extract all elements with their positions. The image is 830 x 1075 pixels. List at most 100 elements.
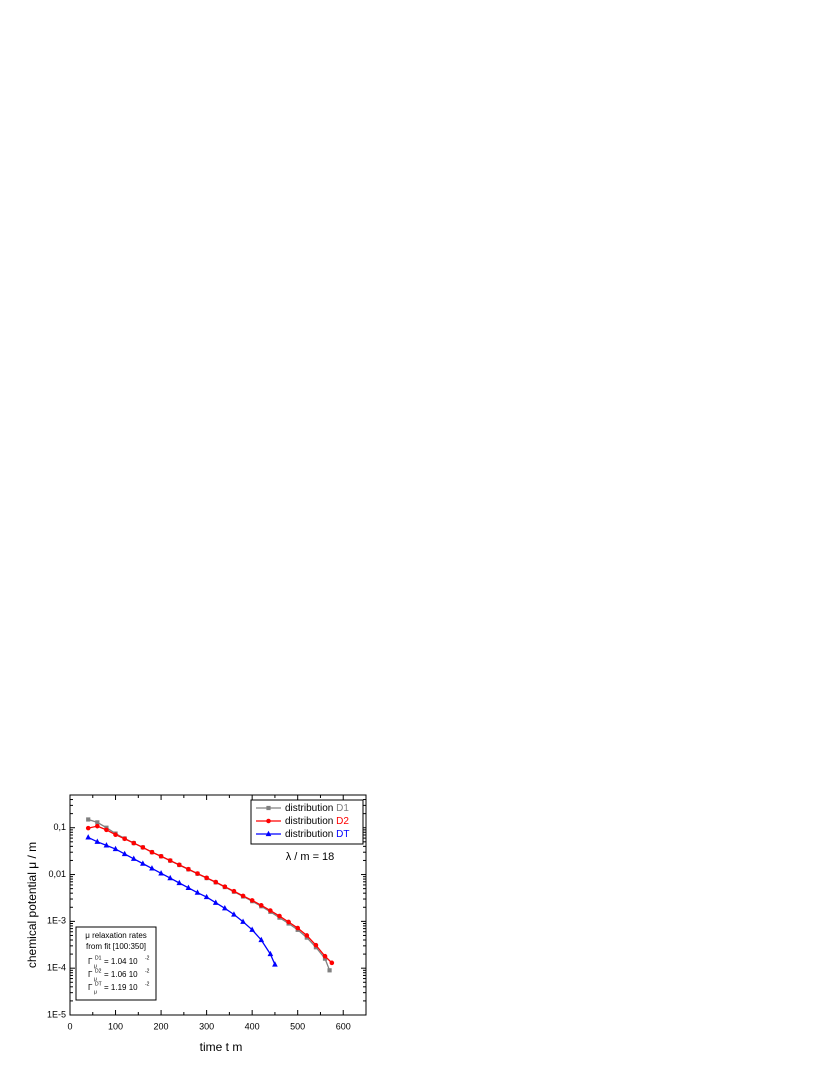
plot-frame — [69, 794, 367, 1016]
marker — [85, 825, 91, 831]
fit-rate: Γμ D2 = 1.06 10 -2 — [88, 968, 150, 982]
marker — [131, 840, 137, 846]
x-tick-label: 200 — [154, 1021, 169, 1031]
marker — [103, 842, 110, 848]
rate-sub: μ — [94, 976, 97, 982]
rate-exp: -2 — [145, 955, 150, 961]
fit-box-line: from fit [100:350] — [86, 942, 146, 951]
fit-box-line: μ relaxation rates — [85, 931, 147, 940]
marker — [327, 968, 332, 973]
marker — [322, 953, 328, 959]
marker — [86, 817, 91, 822]
marker — [149, 865, 155, 871]
marker — [203, 893, 210, 900]
x-axis-label: time t m — [200, 1040, 243, 1054]
x-tick-label: 300 — [199, 1021, 214, 1031]
rate-symbol: Γ — [88, 983, 93, 992]
marker — [231, 911, 237, 917]
y-tick-label: 1E-5 — [47, 1009, 66, 1019]
marker — [122, 836, 127, 842]
x-tick-label: 500 — [290, 1021, 305, 1031]
x-tick-label: 400 — [245, 1021, 260, 1031]
marker — [130, 855, 137, 861]
marker — [140, 845, 146, 850]
x-tick-label: 0 — [67, 1021, 72, 1031]
marker — [286, 919, 291, 925]
annotation: λ / m = 18 — [286, 851, 335, 863]
rate-symbol: Γ — [88, 957, 93, 966]
marker — [266, 818, 271, 824]
marker — [95, 823, 100, 829]
y-tick-label: 0,01 — [48, 869, 66, 879]
marker — [204, 875, 209, 881]
rate-exp: -2 — [145, 968, 150, 974]
marker — [113, 832, 118, 837]
marker — [94, 838, 101, 844]
rate-symbol: Γ — [88, 970, 93, 979]
marker — [140, 860, 146, 866]
marker — [158, 870, 164, 876]
rate-text: = 1.06 10 — [104, 970, 138, 979]
rate-text: = 1.04 10 — [104, 957, 138, 966]
rate-sub: μ — [94, 989, 97, 995]
marker — [304, 933, 310, 938]
marker — [249, 898, 255, 903]
marker — [212, 899, 219, 905]
legend-label: distribution D1 — [285, 803, 349, 814]
marker — [186, 866, 191, 872]
marker — [222, 905, 228, 911]
marker — [158, 853, 164, 859]
marker — [222, 884, 228, 889]
marker — [149, 849, 155, 855]
y-tick-label: 0,1 — [53, 822, 66, 832]
series-line — [88, 825, 333, 964]
y-axis-label: chemical potential μ / m — [25, 842, 39, 968]
fit-rate: Γμ D1 = 1.04 10 -2 — [88, 955, 150, 969]
marker — [267, 950, 274, 957]
rate-sub: μ — [94, 963, 97, 969]
marker — [112, 845, 119, 852]
legend-series-name: DT — [336, 829, 349, 840]
legend-label: distribution D2 — [285, 816, 349, 827]
marker — [329, 960, 335, 966]
legend-prefix: distribution — [285, 829, 333, 840]
marker — [95, 820, 100, 825]
rate-exp: -2 — [145, 981, 150, 987]
legend-label: distribution DT — [285, 829, 349, 840]
marker — [258, 903, 264, 908]
y-tick-label: 1E-4 — [47, 963, 66, 973]
marker — [213, 879, 219, 885]
fit-rate: Γμ DT = 1.19 10 -2 — [88, 981, 150, 995]
legend-series-name: D1 — [336, 803, 349, 814]
marker — [167, 874, 174, 881]
marker — [240, 893, 246, 899]
marker — [240, 918, 246, 924]
fit-box — [75, 926, 157, 1001]
marker — [85, 834, 92, 840]
marker — [313, 942, 319, 948]
rate-sup: D2 — [95, 968, 102, 974]
marker — [295, 925, 300, 931]
rate-text: = 1.19 10 — [104, 983, 138, 992]
marker — [265, 830, 272, 837]
marker — [167, 858, 173, 863]
marker — [277, 913, 282, 919]
marker — [176, 879, 183, 886]
legend-prefix: distribution — [285, 816, 333, 827]
y-tick-label: 1E-3 — [47, 916, 66, 926]
rate-sup: D1 — [95, 955, 102, 961]
marker — [272, 961, 278, 967]
marker — [266, 805, 271, 811]
marker — [121, 850, 128, 857]
legend-prefix: distribution — [285, 803, 333, 814]
x-tick-label: 600 — [336, 1021, 351, 1031]
rate-sup: DT — [95, 981, 102, 987]
marker — [195, 871, 200, 876]
marker — [104, 827, 109, 833]
marker — [258, 936, 265, 943]
marker — [194, 889, 201, 895]
x-tick-label: 100 — [108, 1021, 123, 1031]
marker — [268, 908, 273, 913]
